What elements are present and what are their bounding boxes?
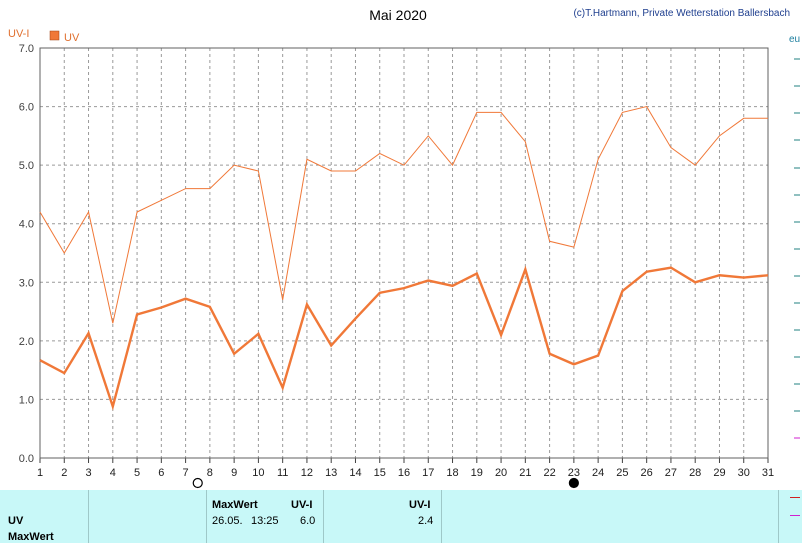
- table-divider: [441, 490, 442, 543]
- header-unit: UV-I: [291, 499, 313, 511]
- table-divider: [323, 490, 324, 543]
- right-edge-label: eu: [789, 34, 800, 45]
- header-maxwert: MaxWert: [212, 499, 258, 511]
- x-tick-label: 21: [519, 467, 531, 479]
- series-line-1: [39, 105, 768, 324]
- chart-title: Mai 2020: [369, 7, 427, 23]
- x-tick-label: 29: [713, 467, 725, 479]
- x-tick-label: 12: [301, 467, 313, 479]
- y-tick-label: 6.0: [19, 102, 34, 114]
- legend-swatch: [49, 30, 60, 41]
- x-tick-label: 30: [738, 467, 750, 479]
- table-divider: [778, 490, 779, 543]
- x-tick-label: 22: [543, 467, 555, 479]
- x-tick-label: 11: [277, 467, 288, 479]
- y-tick-label: 0.0: [19, 453, 34, 465]
- x-tick-label: 25: [616, 467, 628, 479]
- x-tick-label: 4: [110, 467, 116, 479]
- x-tick-label: 18: [446, 467, 458, 479]
- x-tick-label: 28: [689, 467, 701, 479]
- max-value: 6.0: [300, 515, 316, 527]
- x-tick-label: 5: [134, 467, 140, 479]
- header-col3: UV-I: [409, 499, 431, 511]
- x-tick-label: 31: [762, 467, 774, 479]
- y-tick-label: 2.0: [19, 336, 34, 348]
- x-tick-label: 10: [252, 467, 264, 479]
- x-tick-label: 19: [471, 467, 483, 479]
- full-moon-marker: [192, 477, 203, 489]
- right-edge-ticks: [794, 58, 800, 412]
- right-edge-red-mark: [790, 497, 800, 498]
- series-line-2: [39, 265, 769, 411]
- table-divider: [88, 490, 89, 543]
- max-date: 26.05.: [212, 515, 243, 527]
- x-tick-label: 24: [592, 467, 604, 479]
- x-tick-label: 17: [422, 467, 434, 479]
- x-tick-label: 13: [325, 467, 337, 479]
- x-tick-label: 7: [183, 467, 189, 479]
- x-tick-label: 27: [665, 467, 677, 479]
- y-tick-label: 1.0: [19, 394, 34, 406]
- summary-table: UV MaxWert MaxWert UV-I 26.05. 13:25 6.0…: [0, 490, 802, 543]
- row-label-uv: UV: [8, 515, 24, 527]
- y-tick-label: 4.0: [19, 219, 34, 231]
- x-tick-label: 3: [85, 467, 91, 479]
- x-tick-label: 1: [37, 467, 43, 479]
- col3-value: 2.4: [418, 515, 434, 527]
- x-tick-label: 2: [61, 467, 67, 479]
- x-tick-label: 15: [374, 467, 386, 479]
- y-axis-title: UV-I: [8, 28, 29, 40]
- x-tick-label: 9: [231, 467, 237, 479]
- series-layer: [39, 105, 769, 411]
- plot-frame: [39, 47, 769, 459]
- x-tick-label: 6: [158, 467, 164, 479]
- x-tick-label: 23: [568, 467, 580, 479]
- y-tick-label: 3.0: [19, 277, 34, 289]
- moon-markers: [192, 477, 579, 489]
- uv-chart: 0.01.02.03.04.05.06.07.01 2 3 4 5 6 7 8 9 10 11 12 1…: [8, 7, 800, 489]
- legend-label: UV: [64, 32, 80, 44]
- new-moon-marker: [568, 477, 579, 489]
- table-divider: [206, 490, 207, 543]
- x-tick-label: 14: [349, 467, 361, 479]
- x-tick-label: 20: [495, 467, 507, 479]
- x-tick-label: 16: [398, 467, 410, 479]
- row-label-maxwert: MaxWert: [8, 531, 54, 543]
- y-tick-label: 5.0: [19, 160, 34, 172]
- x-tick-label: 8: [207, 467, 213, 479]
- x-tick-label: 26: [641, 467, 653, 479]
- max-time: 13:25: [251, 515, 279, 527]
- axes: 0.01.02.03.04.05.06.07.01 2 3 4 5 6 7 8 9 10 11 12 1…: [19, 43, 774, 479]
- y-tick-label: 7.0: [19, 43, 34, 55]
- right-edge-magenta-mark: [790, 515, 800, 516]
- credit-text: (c)T.Hartmann, Private Wetterstation Bal…: [573, 8, 790, 19]
